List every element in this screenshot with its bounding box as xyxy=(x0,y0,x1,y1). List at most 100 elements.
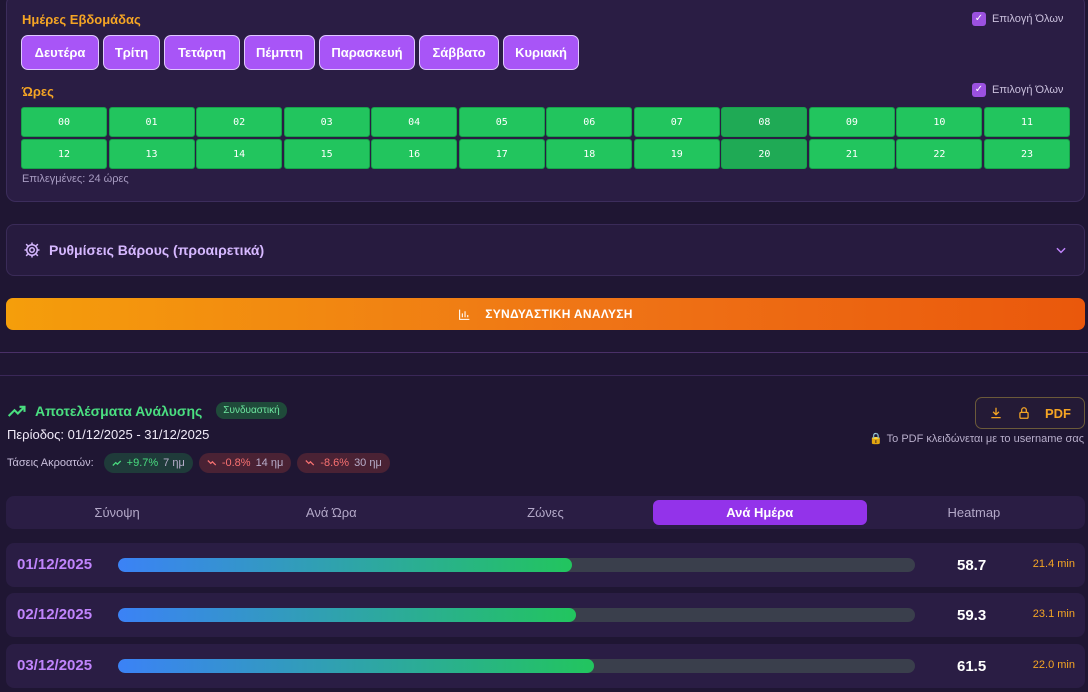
hour-button[interactable]: 17 xyxy=(458,139,545,169)
trend-badge: -0.8% 14 ημ xyxy=(198,453,292,473)
day-minutes: 22.0 min xyxy=(1032,659,1075,671)
hour-button[interactable]: 08 xyxy=(721,107,808,137)
hours-row-1: 00 01 02 03 04 05 06 07 08 09 10 11 xyxy=(21,107,1070,137)
divider xyxy=(0,375,1088,376)
hour-button[interactable]: 10 xyxy=(896,107,983,137)
hour-button[interactable]: 01 xyxy=(108,107,195,137)
day-button-sunday[interactable]: Κυριακή xyxy=(503,35,579,70)
day-score: 58.7 xyxy=(957,557,987,574)
gear-icon xyxy=(24,242,40,258)
day-button-monday[interactable]: Δευτέρα xyxy=(21,35,99,70)
day-row: 01/12/2025 58.7 21.4 min xyxy=(6,543,1085,587)
hour-button[interactable]: 05 xyxy=(458,107,545,137)
hour-button[interactable]: 19 xyxy=(633,139,720,169)
day-row: 03/12/2025 61.5 22.0 min xyxy=(6,644,1085,688)
download-icon xyxy=(991,407,1001,419)
trending-down-icon xyxy=(207,460,217,466)
hour-button[interactable]: 16 xyxy=(371,139,458,169)
hour-button[interactable]: 15 xyxy=(283,139,370,169)
trending-up-icon xyxy=(7,405,26,417)
filter-panel xyxy=(6,0,1085,202)
day-date: 02/12/2025 xyxy=(17,606,93,623)
score-bar-track xyxy=(118,558,915,572)
day-row: 02/12/2025 59.3 23.1 min xyxy=(6,593,1085,637)
day-button-wednesday[interactable]: Τετάρτη xyxy=(164,35,240,70)
lock-icon: 🔒 xyxy=(868,433,883,445)
hour-button[interactable]: 18 xyxy=(546,139,633,169)
analysis-type-badge: Συνδυαστική xyxy=(216,402,287,419)
tab-by-hour[interactable]: Ανά Ώρα xyxy=(305,505,357,520)
hour-button[interactable]: 06 xyxy=(546,107,633,137)
day-score: 61.5 xyxy=(957,658,987,675)
hour-button[interactable]: 03 xyxy=(283,107,370,137)
hour-button[interactable]: 07 xyxy=(633,107,720,137)
day-minutes: 23.1 min xyxy=(1032,608,1075,620)
days-group: Δευτέρα Τρίτη Τετάρτη Πέμπτη Παρασκευή Σ… xyxy=(21,35,579,70)
trend-value: +9.7% xyxy=(126,457,159,469)
listener-trends: Τάσεις Ακροατών: +9.7% 7 ημ -0.8% 14 ημ … xyxy=(7,453,390,473)
hour-button[interactable]: 09 xyxy=(808,107,895,137)
day-date: 01/12/2025 xyxy=(17,556,93,573)
tab-zones[interactable]: Ζώνες xyxy=(527,505,564,520)
days-select-all-label: Επιλογή Όλων xyxy=(992,13,1064,25)
period-text: Περίοδος: 01/12/2025 - 31/12/2025 xyxy=(7,427,210,442)
hours-select-all[interactable]: ✓ Επιλογή Όλων xyxy=(972,83,1063,97)
day-button-tuesday[interactable]: Τρίτη xyxy=(103,35,160,70)
trend-period: 7 ημ xyxy=(163,457,185,469)
trending-up-icon xyxy=(112,460,121,466)
hours-select-all-label: Επιλογή Όλων xyxy=(992,84,1064,96)
trending-down-icon xyxy=(305,460,315,466)
hour-button[interactable]: 23 xyxy=(983,139,1070,169)
hour-button[interactable]: 20 xyxy=(721,139,808,169)
hour-button[interactable]: 04 xyxy=(371,107,458,137)
day-score: 59.3 xyxy=(957,607,987,624)
score-bar-fill xyxy=(118,558,573,572)
check-icon[interactable]: ✓ xyxy=(972,83,986,97)
tab-summary[interactable]: Σύνοψη xyxy=(94,505,140,520)
combined-analysis-label: ΣΥΝΔΥΑΣΤΙΚΗ ΑΝΑΛΥΣΗ xyxy=(485,307,633,321)
day-button-thursday[interactable]: Πέμπτη xyxy=(244,35,315,70)
day-button-friday[interactable]: Παρασκευή xyxy=(319,35,415,70)
hour-button[interactable]: 12 xyxy=(21,139,108,169)
lock-icon xyxy=(1019,407,1029,419)
results-tabs: Σύνοψη Ανά Ώρα Ζώνες Ανά Ημέρα Heatmap xyxy=(6,496,1085,529)
trend-badge: +9.7% 7 ημ xyxy=(103,453,193,473)
hour-button[interactable]: 14 xyxy=(196,139,283,169)
chevron-down-icon[interactable] xyxy=(1054,243,1068,257)
hour-button[interactable]: 11 xyxy=(983,107,1070,137)
days-label: Ημέρες Εβδομάδας xyxy=(22,12,141,27)
bar-chart-icon xyxy=(459,309,470,320)
day-date: 03/12/2025 xyxy=(17,657,93,674)
hours-row-2: 12 13 14 15 16 17 18 19 20 21 22 23 xyxy=(21,139,1070,169)
trend-period: 30 ημ xyxy=(354,457,382,469)
trend-badge: -8.6% 30 ημ xyxy=(297,453,390,473)
hour-button[interactable]: 02 xyxy=(196,107,283,137)
results-title: Αποτελέσματα Ανάλυσης xyxy=(35,402,203,419)
selected-hours-count: Επιλεγμένες: 24 ώρες xyxy=(22,173,129,185)
combined-analysis-button[interactable]: ΣΥΝΔΥΑΣΤΙΚΗ ΑΝΑΛΥΣΗ xyxy=(6,298,1085,330)
hour-button[interactable]: 00 xyxy=(21,107,108,137)
pdf-download-button[interactable]: PDF xyxy=(975,397,1085,429)
results-header: Αποτελέσματα Ανάλυσης Συνδυαστική xyxy=(7,402,287,419)
trend-value: -0.8% xyxy=(221,457,251,469)
pdf-label: PDF xyxy=(1045,405,1071,421)
hour-button[interactable]: 22 xyxy=(896,139,983,169)
divider xyxy=(0,352,1088,353)
score-bar-track xyxy=(118,608,915,622)
tab-by-day[interactable]: Ανά Ημέρα xyxy=(652,500,867,525)
check-icon[interactable]: ✓ xyxy=(972,12,986,26)
pdf-note-text: Το PDF κλειδώνεται με το username σας xyxy=(886,432,1084,445)
hours-label: Ώρες xyxy=(22,84,54,99)
score-bar-fill xyxy=(118,659,594,673)
score-bar-track xyxy=(118,659,915,673)
weights-accordion[interactable]: Ρυθμίσεις Βάρους (προαιρετικά) xyxy=(6,224,1085,276)
day-button-saturday[interactable]: Σάββατο xyxy=(419,35,499,70)
tab-heatmap[interactable]: Heatmap xyxy=(947,505,1001,520)
hour-button[interactable]: 21 xyxy=(808,139,895,169)
trend-value: -8.6% xyxy=(320,457,350,469)
score-bar-fill xyxy=(118,608,577,622)
days-select-all[interactable]: ✓ Επιλογή Όλων xyxy=(972,12,1063,26)
hour-button[interactable]: 13 xyxy=(108,139,195,169)
trends-label: Τάσεις Ακροατών: xyxy=(7,457,94,469)
day-minutes: 21.4 min xyxy=(1032,558,1075,570)
